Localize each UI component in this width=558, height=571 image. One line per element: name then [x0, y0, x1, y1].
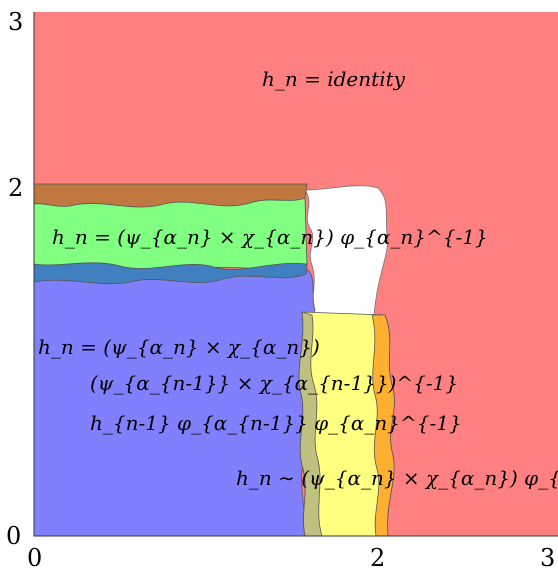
y-tick-0: 0: [6, 522, 21, 550]
blue-label-line-2: (ψ_{α_{n-1}} × χ_{α_{n-1}})^{-1}: [90, 371, 458, 395]
x-tick-3: 3: [540, 544, 555, 571]
blue-label-line-1: h_n = (ψ_{α_n} × χ_{α_n}): [38, 335, 320, 359]
teal-overlap: [33, 262, 308, 285]
green-band-label: h_n = (ψ_{α_n} × χ_{α_n}) φ_{α_n}^{-1}: [52, 225, 488, 249]
identity-label: h_n = identity: [262, 67, 406, 91]
y-tick-3: 3: [8, 8, 23, 36]
blue-label-line-3: h_{n-1} φ_{α_{n-1}} φ_{α_n}^{-1}: [90, 411, 462, 435]
x-tick-0: 0: [27, 544, 42, 571]
x-tick-2: 2: [370, 544, 385, 571]
blue-region: [33, 267, 316, 537]
white-gap-region: [304, 185, 388, 316]
y-tick-2: 2: [8, 174, 23, 202]
yellow-label: h_n ∼ (ψ_{α_n} × χ_{α_n}) φ_{α_n}^{-1}: [236, 466, 558, 490]
brown-overlap: [33, 183, 308, 208]
